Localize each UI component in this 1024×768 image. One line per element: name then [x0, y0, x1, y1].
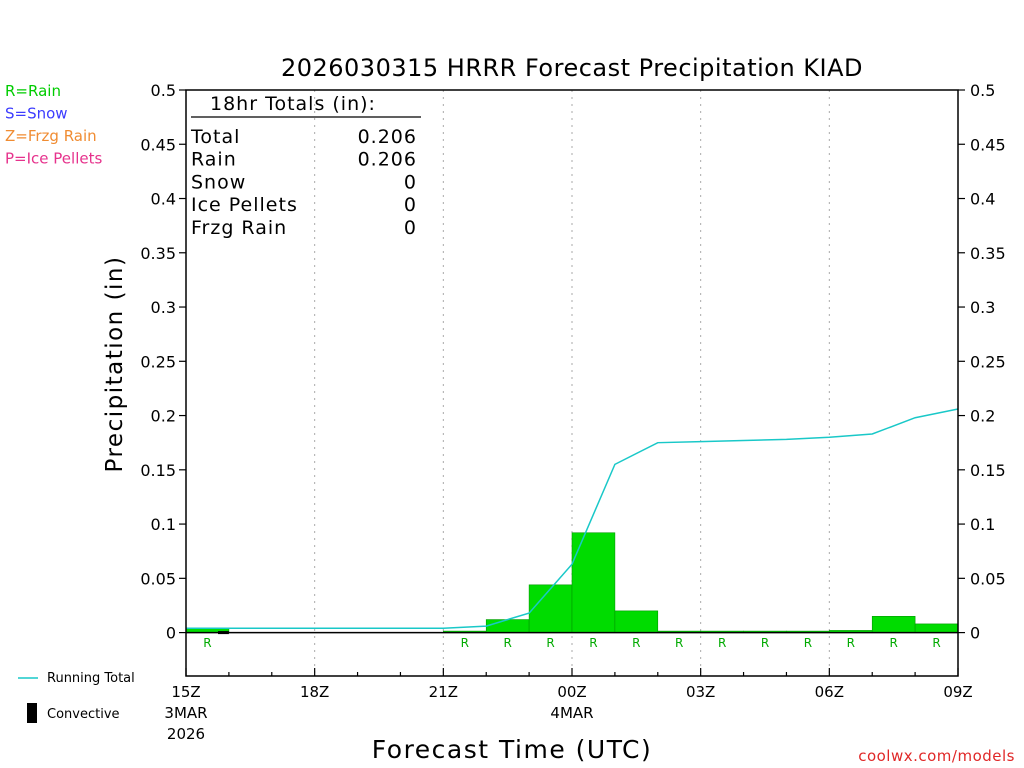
credit-text: coolwx.com/models [858, 747, 1015, 765]
precip-type-label: R [503, 636, 511, 650]
precip-type-label: R [889, 636, 897, 650]
totals-row-label: Total [190, 126, 240, 148]
legend-running-total: Running Total [47, 671, 135, 686]
y-tick-label-right: 0.35 [970, 244, 1006, 263]
running-total-line [186, 408, 959, 630]
y-tick-label-left: 0.35 [140, 244, 176, 263]
precip-type-label: R [589, 636, 597, 650]
y-axis-title: Precipitation (in) [102, 256, 128, 473]
precip-type-label: R [804, 636, 812, 650]
precip-type-label: R [847, 636, 855, 650]
x-tick-date: 3MAR [164, 704, 207, 722]
y-tick-label-right: 0.2 [970, 407, 995, 426]
type-legend-item: R=Rain [5, 82, 61, 100]
type-legend-item: S=Snow [5, 105, 68, 123]
precip-type-label: R [761, 636, 769, 650]
precip-type-label: R [461, 636, 469, 650]
precip-type-label: R [632, 636, 640, 650]
precip-bar [485, 619, 530, 633]
precip-type-label: R [718, 636, 726, 650]
y-tick-label-right: 0.45 [970, 135, 1006, 154]
y-tick-label-left: 0.25 [140, 352, 176, 371]
y-tick-label-right: 0.3 [970, 298, 995, 317]
x-tick-label: 21Z [429, 683, 458, 701]
y-tick-label-left: 0.2 [151, 407, 176, 426]
y-tick-label-right: 0.5 [970, 81, 995, 100]
type-legend-item: P=Ice Pellets [5, 150, 102, 168]
y-tick-label-right: 0.4 [970, 190, 995, 209]
y-tick-label-right: 0.05 [970, 569, 1006, 588]
legend-convective: Convective [47, 707, 120, 722]
y-tick-label-left: 0.1 [151, 515, 176, 534]
y-tick-label-left: 0 [166, 624, 176, 643]
axes [179, 89, 965, 677]
x-axis-title: Forecast Time (UTC) [372, 735, 652, 764]
precip-type-label: R [675, 636, 683, 650]
totals-row-value: 0.206 [358, 126, 417, 148]
running-total-line-group [186, 408, 959, 630]
precip-type-label: R [932, 636, 940, 650]
y-tick-label-left: 0.45 [140, 135, 176, 154]
legend-convective-swatch [27, 703, 37, 723]
totals-heading: 18hr Totals (in): [210, 93, 376, 115]
type-legend-item: Z=Frzg Rain [5, 127, 97, 145]
x-tick-label: 06Z [815, 683, 844, 701]
precip-bar [914, 623, 959, 633]
y-tick-label-left: 0.4 [151, 190, 176, 209]
y-tick-label-left: 0.05 [140, 569, 176, 588]
totals-row-label: Rain [191, 149, 237, 171]
y-tick-label-right: 0.1 [970, 515, 995, 534]
y-tick-label-left: 0.5 [151, 81, 176, 100]
labels: R R R R R R R R R R R R R0 00.05 0.050.1 0.10.15 0.150.2… [5, 54, 1015, 765]
precip-bar [528, 584, 573, 633]
x-tick-label: 09Z [943, 683, 972, 701]
precip-bars [185, 532, 959, 635]
totals-row-label: Ice Pellets [191, 194, 298, 216]
precip-bar [871, 616, 916, 633]
x-tick-label: 15Z [171, 683, 200, 701]
precip-bar [614, 610, 659, 633]
chart-title: 2026030315 HRRR Forecast Precipitation K… [281, 54, 863, 82]
x-tick-year: 2026 [167, 725, 205, 743]
y-tick-label-left: 0.3 [151, 298, 176, 317]
y-tick-label-right: 0.15 [970, 461, 1006, 480]
y-tick-label-right: 0.25 [970, 352, 1006, 371]
y-tick-label-left: 0.15 [140, 461, 176, 480]
x-tick-label: 18Z [300, 683, 329, 701]
totals-row-label: Frzg Rain [191, 217, 287, 239]
precip-type-label: R [203, 636, 211, 650]
precip-type-label: R [546, 636, 554, 650]
x-tick-date: 4MAR [550, 704, 593, 722]
x-tick-label: 00Z [557, 683, 586, 701]
totals-row-value: 0 [404, 194, 417, 216]
totals-row-value: 0.206 [358, 149, 417, 171]
totals-row-value: 0 [404, 217, 417, 239]
totals-row-label: Snow [191, 171, 246, 193]
x-tick-label: 03Z [686, 683, 715, 701]
y-tick-label-right: 0 [970, 624, 980, 643]
totals-row-value: 0 [404, 171, 417, 193]
